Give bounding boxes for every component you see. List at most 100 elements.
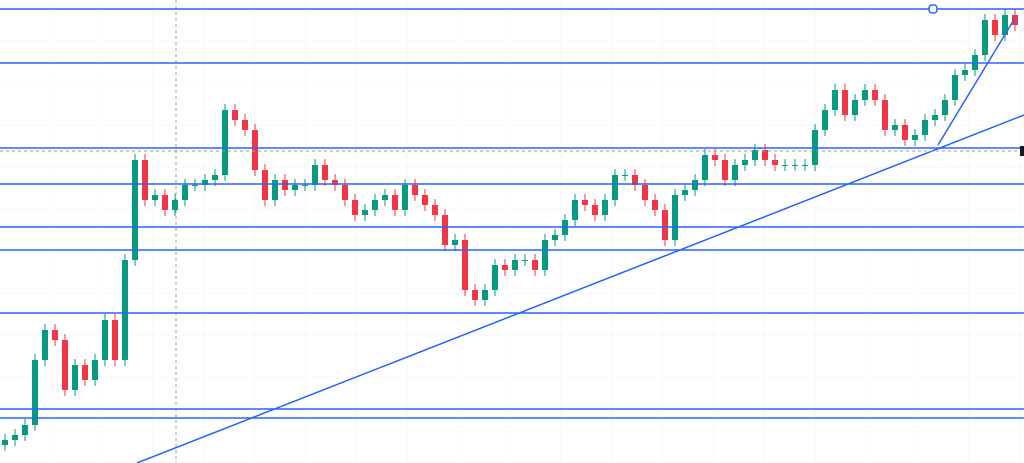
candle-body: [192, 185, 198, 186]
candle-body: [922, 120, 928, 135]
candle-body: [62, 340, 68, 390]
candle-body: [2, 440, 8, 445]
candle-body: [902, 125, 908, 140]
trend-line[interactable]: [136, 114, 1024, 463]
candle-body: [622, 175, 628, 176]
candle-body: [862, 90, 868, 100]
candle-body: [762, 150, 768, 160]
candle-body: [712, 155, 718, 160]
candle-body: [422, 195, 428, 205]
candle-body: [682, 190, 688, 195]
candle-body: [952, 75, 958, 100]
candle-body: [962, 70, 968, 75]
candle-body: [102, 320, 108, 360]
candle-body: [552, 235, 558, 240]
candle-body: [202, 180, 208, 185]
price-marker: [1020, 146, 1024, 156]
candle-body: [752, 150, 758, 160]
candle-body: [432, 205, 438, 215]
candle-body: [592, 205, 598, 215]
candle-body: [292, 185, 298, 190]
candle-body: [232, 110, 238, 120]
candle-body: [152, 195, 158, 200]
candle-body: [222, 110, 228, 175]
candle-body: [932, 115, 938, 120]
candle-body: [342, 185, 348, 200]
candle-body: [272, 180, 278, 200]
candle-body: [162, 195, 168, 210]
candle-body: [1012, 15, 1018, 25]
candle-body: [1002, 15, 1008, 35]
candle-body: [172, 200, 178, 210]
candle-body: [12, 435, 18, 440]
candle-body: [852, 100, 858, 115]
candle-body: [522, 260, 528, 261]
candle-body: [352, 200, 358, 215]
candle-body: [582, 200, 588, 205]
candle-body: [462, 240, 468, 290]
candle-body: [872, 90, 878, 100]
candle-body: [892, 125, 898, 130]
candle-body: [92, 360, 98, 380]
candle-body: [652, 200, 658, 210]
candle-body: [602, 200, 608, 215]
candle-body: [572, 200, 578, 220]
candle-body: [132, 160, 138, 260]
candle-body: [672, 195, 678, 240]
candle-body: [32, 360, 38, 425]
candle-body: [42, 330, 48, 360]
candle-body: [542, 240, 548, 270]
candle-body: [482, 290, 488, 300]
candle-body: [782, 165, 788, 166]
candle-body: [22, 425, 28, 435]
anchor-handle[interactable]: [928, 4, 938, 14]
candle-body: [122, 260, 128, 360]
candle-body: [742, 160, 748, 165]
candle-body: [472, 290, 478, 300]
trend-line[interactable]: [937, 17, 1016, 146]
candle-body: [182, 185, 188, 200]
candle-body: [82, 365, 88, 380]
candle-body: [212, 175, 218, 180]
candle-body: [302, 185, 308, 186]
candle-body: [282, 180, 288, 190]
candle-body: [832, 90, 838, 110]
candle-body: [392, 195, 398, 210]
candle-body: [442, 215, 448, 245]
candle-body: [52, 330, 58, 340]
candle-body: [532, 260, 538, 270]
candle-body: [702, 155, 708, 180]
candle-body: [722, 160, 728, 180]
candle-body: [452, 240, 458, 245]
candle-body: [492, 265, 498, 290]
candle-body: [242, 120, 248, 130]
candle-body: [732, 165, 738, 180]
candle-body: [792, 165, 798, 166]
candle-body: [252, 130, 258, 170]
candle-body: [842, 90, 848, 115]
candle-body: [402, 185, 408, 210]
candle-body: [382, 195, 388, 200]
candle-body: [362, 210, 368, 215]
candle-body: [642, 185, 648, 200]
candle-body: [312, 165, 318, 185]
candle-body: [262, 170, 268, 200]
candle-body: [142, 160, 148, 200]
candle-body: [612, 175, 618, 200]
candle-body: [912, 135, 918, 140]
candle-body: [662, 210, 668, 240]
candle-body: [372, 200, 378, 210]
candle-body: [512, 260, 518, 270]
candle-body: [942, 100, 948, 115]
candle-body: [412, 185, 418, 195]
candle-body: [982, 20, 988, 55]
candle-body: [632, 175, 638, 185]
candle-body: [772, 160, 778, 165]
candle-body: [802, 165, 808, 166]
candle-body: [332, 180, 338, 185]
candle-body: [72, 365, 78, 390]
candle-body: [882, 100, 888, 130]
candle-body: [822, 110, 828, 130]
candle-body: [322, 165, 328, 180]
candle-body: [992, 20, 998, 35]
